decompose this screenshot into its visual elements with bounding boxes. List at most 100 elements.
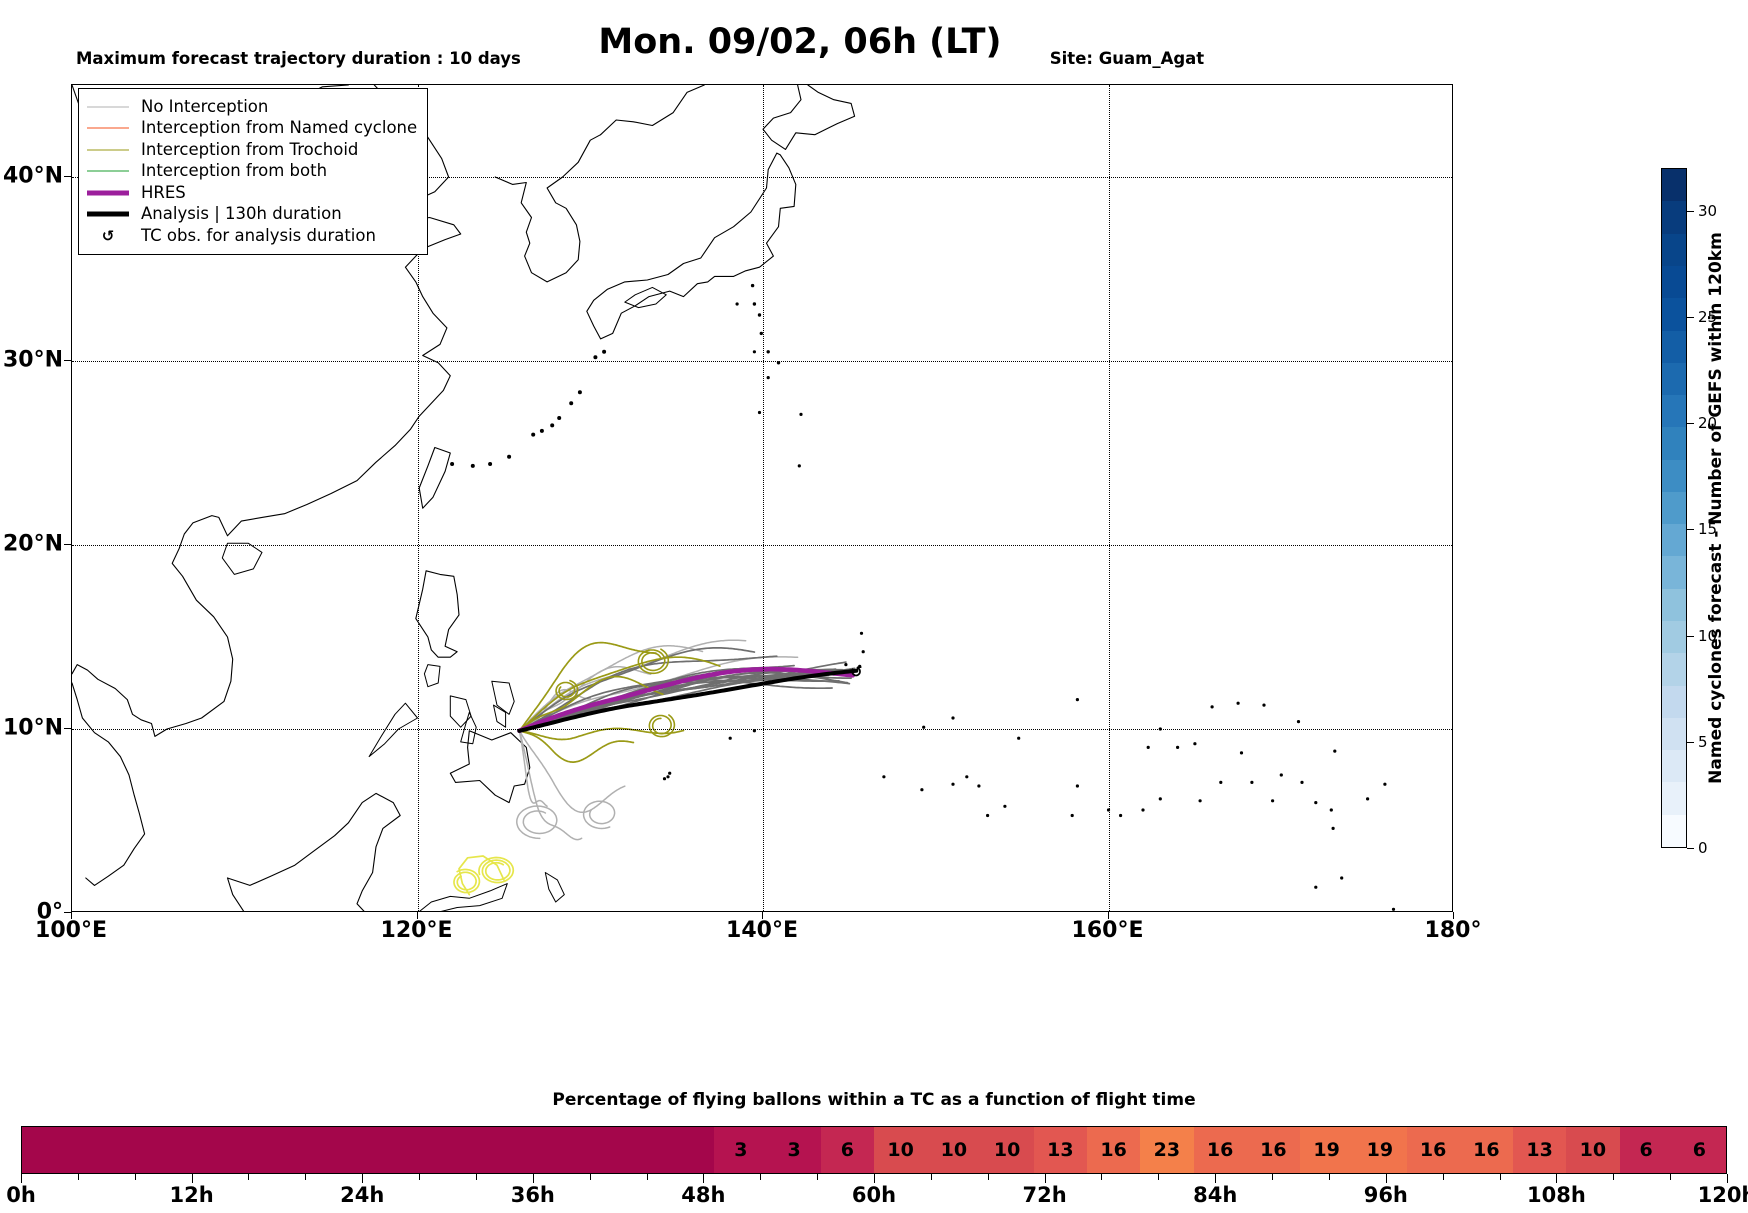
island-dot — [1250, 780, 1254, 785]
coastline-sulawesi — [419, 883, 508, 911]
island-dot — [1300, 780, 1304, 785]
percentage-bar-cells: 3 3 6 10 10 10 13 16 23 16 16 19 19 16 16 13 10 6 6 — [21, 1126, 1727, 1174]
island-dot — [1193, 742, 1197, 746]
island-dot — [1219, 780, 1223, 785]
colorbar-gradient — [1661, 168, 1687, 848]
legend-item[interactable]: Interception from both — [87, 161, 417, 183]
x-tick-label: 100°E — [35, 918, 107, 943]
coastline-leyte — [493, 704, 507, 728]
island-dot — [1279, 773, 1283, 777]
percentage-bar-tickmark — [1328, 1174, 1330, 1180]
island-dot — [766, 376, 770, 380]
legend-line-swatch — [87, 121, 129, 135]
legend-item[interactable]: HRES — [87, 182, 417, 204]
island-dot — [735, 302, 739, 306]
percentage-cell: 16 — [1193, 1127, 1247, 1173]
trajectory-no-interception-loop — [582, 800, 616, 830]
percentage-bar-tickmark — [1613, 1174, 1615, 1180]
percentage-bar-tickmark — [1215, 1174, 1217, 1183]
coastline-honshu — [586, 152, 797, 340]
x-tickmark — [416, 912, 418, 919]
island-dot — [859, 631, 864, 635]
legend-line-swatch — [87, 186, 129, 200]
trajectory-trochoid-loop-south — [453, 868, 481, 894]
colorbar-segment — [1662, 362, 1686, 396]
island-dot — [1296, 720, 1301, 724]
colorbar-tickmark — [1687, 848, 1694, 849]
colorbar-tick-label: 10 — [1698, 626, 1718, 645]
colorbar-tick-label: 0 — [1698, 839, 1708, 857]
percentage-bar-tick-label: 120h — [1697, 1183, 1748, 1207]
percentage-bar-tickmark — [419, 1174, 421, 1180]
percentage-cell: 16 — [1246, 1127, 1300, 1173]
trajectory-gefs-member — [518, 668, 854, 732]
island-dot — [757, 313, 762, 317]
percentage-cell: 16 — [1406, 1127, 1460, 1173]
island-dot — [577, 390, 582, 395]
map-legend: No Interception Interception from Named c… — [78, 88, 429, 255]
percentage-cell — [22, 1127, 76, 1173]
island-dot — [766, 350, 770, 354]
tc-observation-marker: ↺ — [850, 663, 863, 681]
colorbar-segment — [1662, 330, 1686, 363]
percentage-bar-tickmark — [1101, 1174, 1103, 1180]
legend-item-label: Analysis | 130h duration — [141, 204, 342, 223]
percentage-cell — [181, 1127, 235, 1173]
island-dot — [951, 782, 955, 786]
island-dot — [799, 412, 803, 416]
header-left-line-1: Maximum forecast trajectory duration : 1… — [76, 48, 521, 68]
colorbar-segment — [1662, 491, 1686, 525]
island-dot — [728, 736, 732, 740]
y-tickmark — [64, 544, 71, 545]
colorbar-tick-label: 5 — [1698, 732, 1708, 751]
colorbar-segment — [1662, 782, 1686, 815]
trajectory-gefs-member — [518, 646, 756, 732]
colorbar-segment — [1662, 653, 1686, 686]
legend-item[interactable]: Interception from Trochoid — [87, 139, 417, 161]
percentage-cell — [128, 1127, 182, 1173]
map-canvas: ↺ — [72, 85, 1396, 911]
x-tickmark — [762, 912, 763, 919]
legend-line-swatch — [87, 164, 129, 178]
coastline-borneo — [226, 792, 401, 911]
island-dot — [844, 663, 848, 667]
colorbar-segment — [1662, 169, 1686, 202]
legend-item[interactable]: No Interception — [87, 96, 417, 118]
percentage-cell: 16 — [1087, 1127, 1141, 1173]
percentage-bar-tickmark — [987, 1174, 989, 1180]
coastline-hainan — [221, 542, 263, 575]
y-tickmark — [64, 360, 71, 361]
colorbar-tickmark — [1687, 316, 1694, 318]
percentage-bar-tickmark — [134, 1174, 136, 1180]
colorbar-tickmark — [1687, 635, 1694, 637]
trajectory-interception-trochoid — [518, 641, 657, 732]
header-site: Site: Guam_Agat — [1049, 48, 1205, 68]
island-dot — [757, 410, 762, 415]
percentage-cell — [501, 1127, 555, 1173]
percentage-cell: 6 — [1672, 1127, 1726, 1173]
legend-item[interactable]: Analysis | 130h duration — [87, 204, 417, 226]
island-dot — [1383, 782, 1387, 786]
trajectory-trochoid-south-tail — [458, 855, 505, 896]
island-dot — [1366, 797, 1370, 801]
y-tick-label: 30°N — [2, 347, 63, 373]
legend-item[interactable]: ↺ TC obs. for analysis duration — [87, 225, 417, 247]
coastline-mindanao — [449, 730, 531, 804]
trajectory-trochoid-loop — [555, 679, 579, 701]
percentage-bar-tickmark — [589, 1174, 591, 1180]
y-tickmark — [64, 912, 71, 913]
coastline-luzon — [415, 570, 460, 658]
island-dot — [858, 664, 862, 669]
colorbar-segment — [1662, 621, 1686, 654]
legend-item[interactable]: Interception from Named cyclone — [87, 118, 417, 140]
island-dot — [1017, 736, 1021, 740]
percentage-bar-tickmark — [1727, 1174, 1728, 1183]
colorbar-tickmark — [1687, 529, 1694, 531]
x-tick-label: 160°E — [1071, 918, 1144, 943]
island-dot — [569, 401, 574, 406]
percentage-bar-tick-label: 108h — [1526, 1183, 1586, 1207]
island-dot — [1158, 727, 1162, 731]
percentage-cell: 10 — [927, 1127, 981, 1173]
page-title: Mon. 09/02, 06h (LT) — [598, 22, 1002, 62]
island-dot — [1236, 701, 1240, 705]
